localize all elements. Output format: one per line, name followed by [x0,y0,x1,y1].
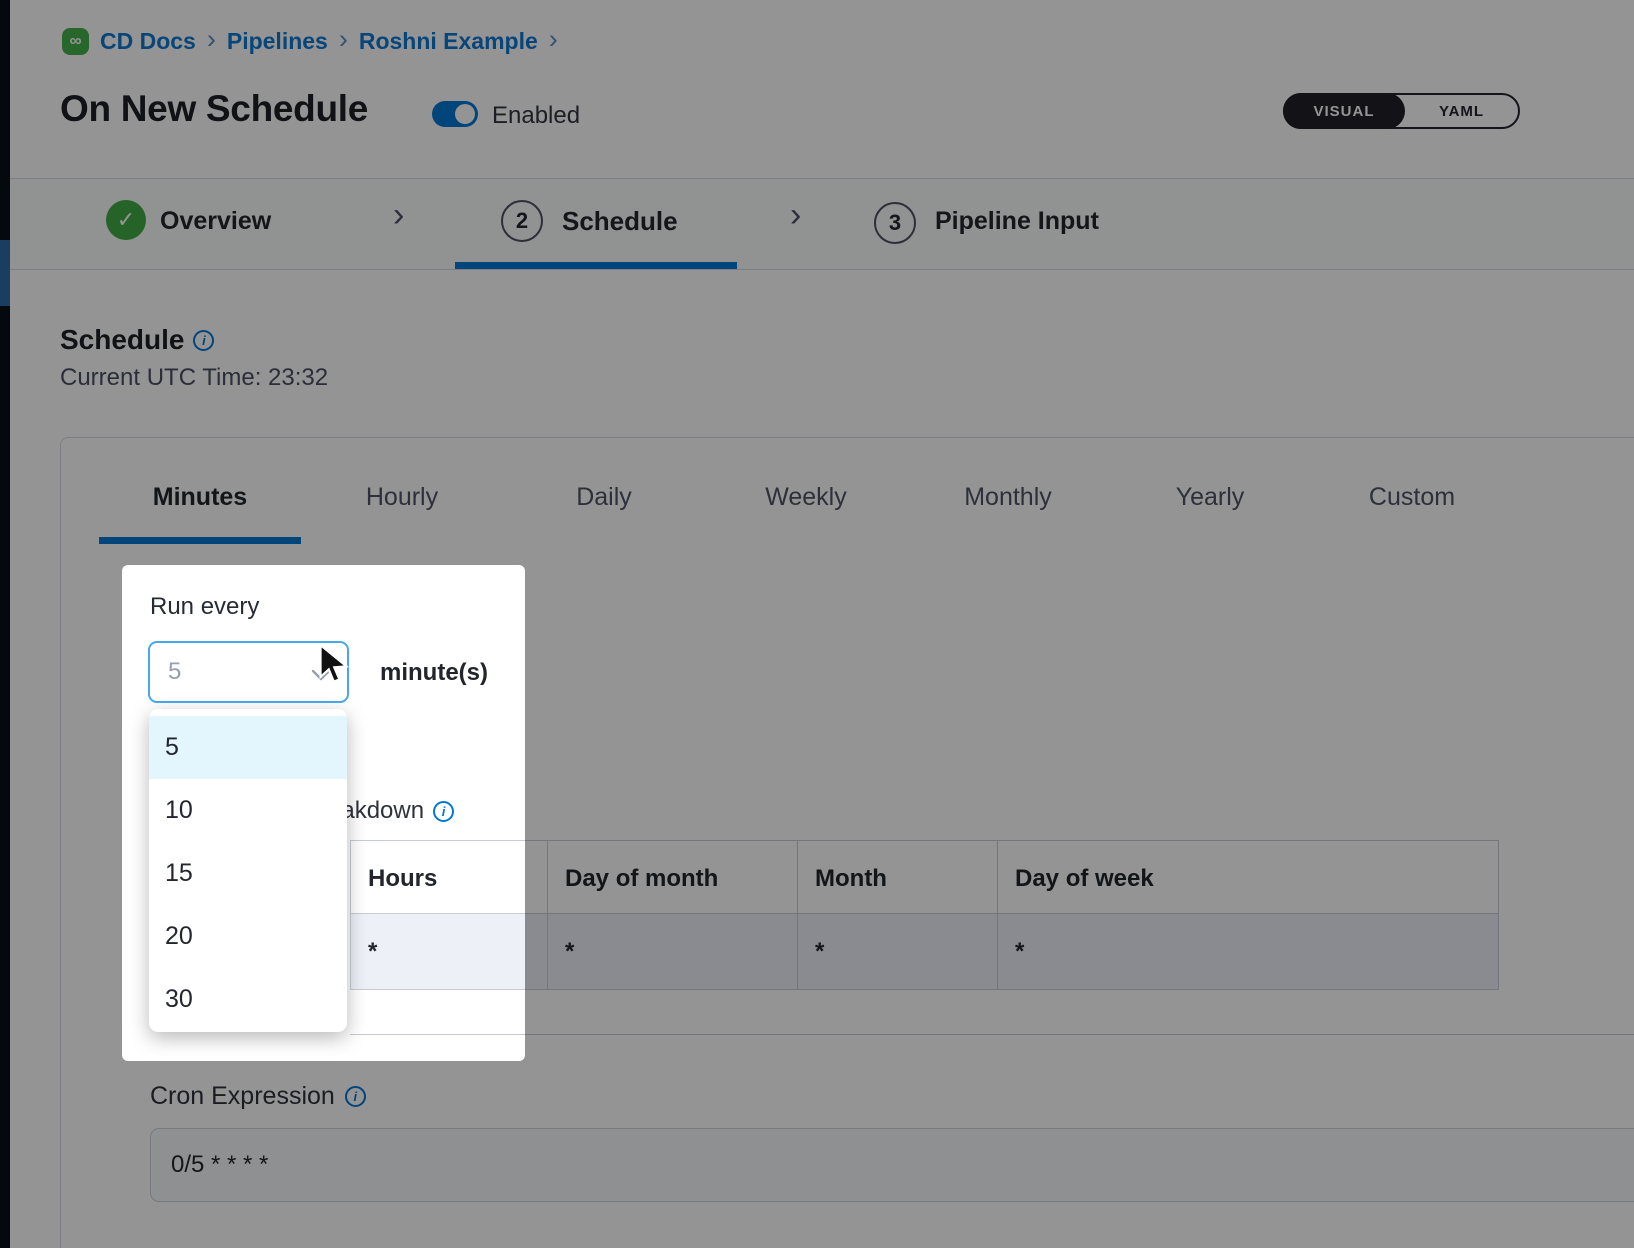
left-rail-indicator [0,240,10,306]
section-divider [350,1034,525,1035]
dropdown-option-30[interactable]: 30 [165,985,193,1013]
column-header: Day of month [548,841,798,914]
column-header: Day of week [998,841,1498,914]
minutes-select-value: 5 [168,658,182,685]
minutes-unit-label: minute(s) [380,659,488,686]
run-every-label: Run every [150,593,260,620]
table-cell: * [798,914,998,989]
schedule-section-heading: Schedule i [60,324,215,356]
dropdown-option-15[interactable]: 15 [165,859,193,887]
column-header: Hours [351,841,525,914]
step-pipeline-input[interactable]: Pipeline Input [935,207,1099,235]
wizard-stepper [10,178,1634,270]
breadcrumb-pipelines[interactable]: Pipelines [226,27,328,54]
chevron-right-icon: › [206,24,216,54]
info-icon[interactable]: i [433,800,455,822]
column-header: Month [798,841,998,914]
enabled-toggle[interactable] [432,101,478,127]
minutes-select[interactable]: 5 [148,641,349,703]
chevron-right-icon: › [393,196,405,234]
current-utc-time: Current UTC Time: 23:32 [60,364,329,391]
tab-daily[interactable]: Daily [576,483,632,511]
breadcrumb: ∞ CD Docs › Pipelines › Roshni Example › [62,24,558,58]
chevron-right-icon: › [338,24,348,54]
chevron-right-icon: › [790,196,802,234]
info-icon[interactable]: i [344,1086,366,1107]
cd-module-icon: ∞ [62,27,89,55]
dropdown-option-20[interactable]: 20 [165,922,193,950]
table-cell: * [548,914,798,989]
info-icon[interactable]: i [193,329,215,351]
visual-tab[interactable]: VISUAL [1283,93,1405,129]
tab-yearly[interactable]: Yearly [1175,483,1245,511]
visual-yaml-switch: VISUAL YAML [1283,93,1520,129]
mouse-cursor-icon [318,642,350,689]
active-step-underline [455,262,737,269]
left-rail [0,0,10,1248]
table-cell: * [998,914,1498,989]
breadcrumb-project[interactable]: CD Docs [100,27,196,54]
step-3-badge: 3 [874,202,916,244]
tab-monthly[interactable]: Monthly [964,483,1052,511]
section-divider [350,1034,1634,1035]
toggle-knob [455,104,475,124]
table-cell: * [351,914,525,989]
cron-expression-label: Cron Expression i [150,1082,366,1111]
cron-breakdown-table: Hours Day of month Month Day of week * *… [350,840,525,990]
chevron-right-icon: › [548,24,558,54]
step-overview[interactable]: Overview [160,207,272,235]
step-complete-check-icon: ✓ [106,200,146,240]
minutes-dropdown-menu: 5 10 15 20 30 [149,709,347,1032]
cron-expression-input[interactable]: 0/5 * * * * [150,1128,1634,1202]
breadcrumb-pipeline-name[interactable]: Roshni Example [358,27,538,54]
step-2-badge: 2 [501,200,543,242]
dropdown-option-10[interactable]: 10 [165,796,193,824]
yaml-tab[interactable]: YAML [1438,102,1485,120]
tab-custom[interactable]: Custom [1368,483,1456,511]
enabled-label: Enabled [492,102,581,129]
dropdown-option-5[interactable]: 5 [149,716,347,779]
active-tab-underline [99,537,301,544]
page-title: On New Schedule [60,88,369,129]
chevron-down-icon [311,668,331,686]
tab-weekly[interactable]: Weekly [765,483,847,511]
step-schedule[interactable]: Schedule [562,206,678,236]
tab-minutes[interactable]: Minutes [152,483,248,511]
tab-hourly[interactable]: Hourly [365,483,439,511]
